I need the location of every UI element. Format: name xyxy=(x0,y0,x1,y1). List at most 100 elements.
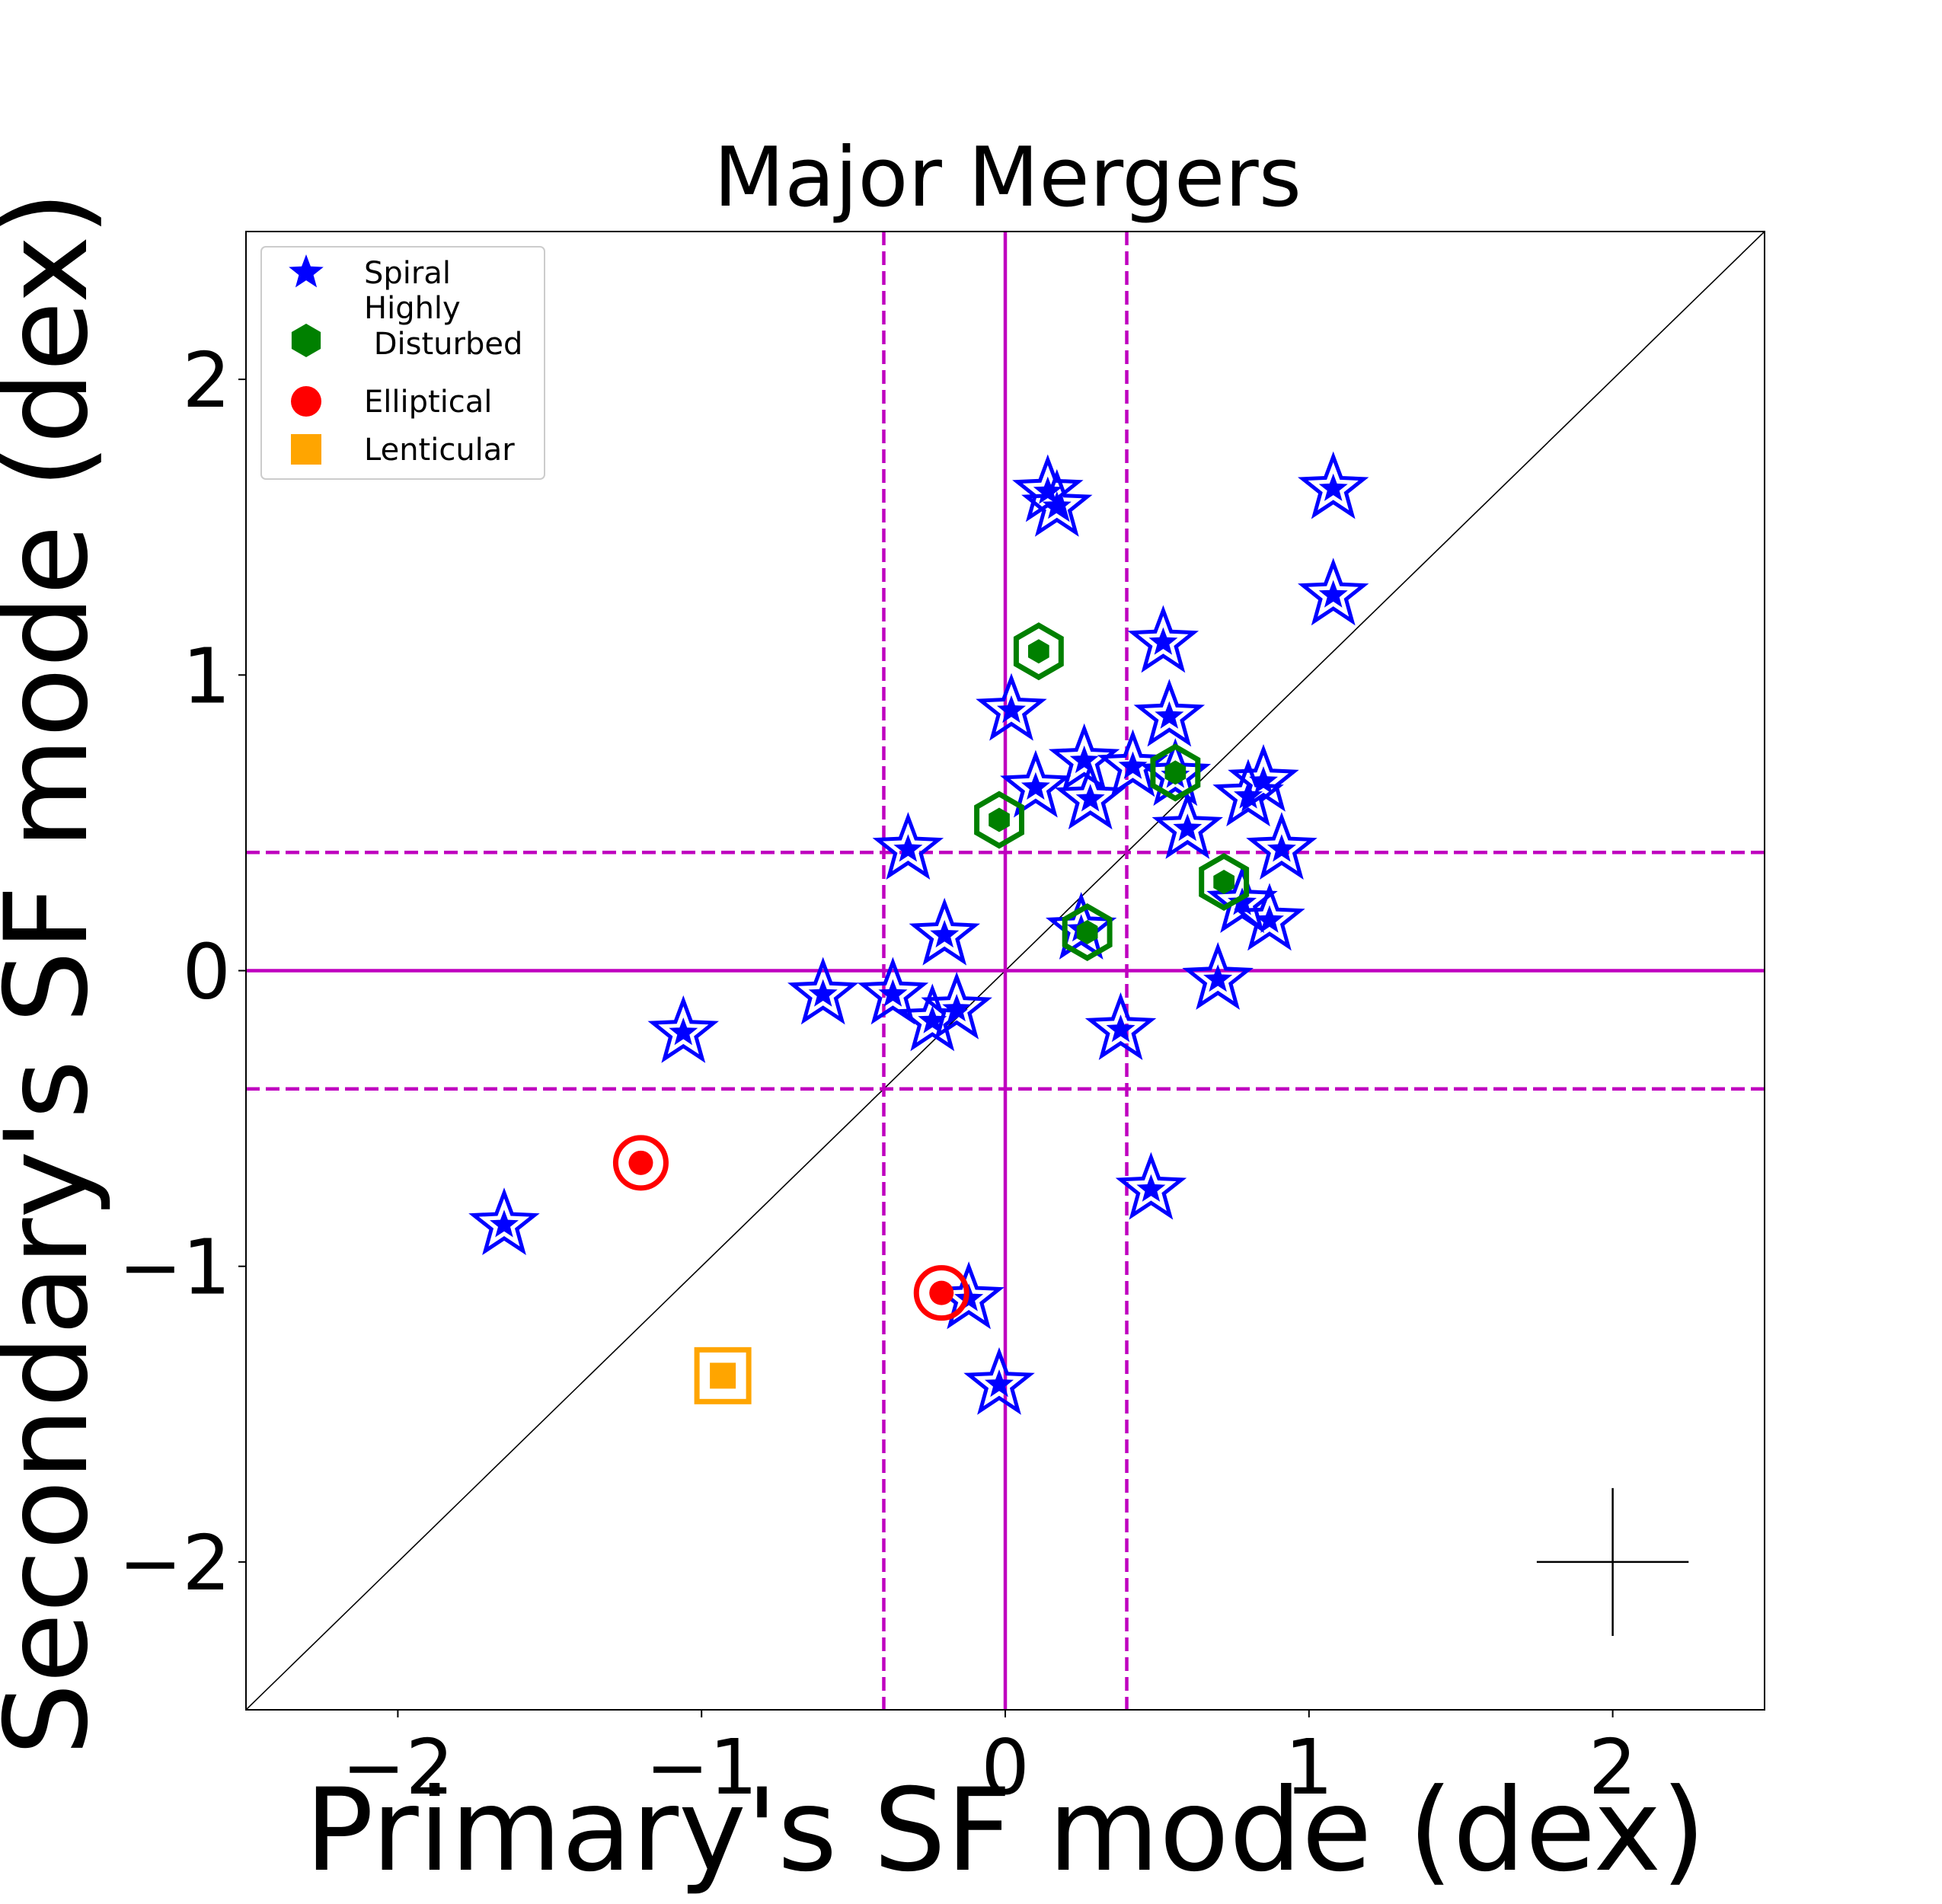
plot-content xyxy=(246,232,1765,1710)
marker-spiral-2-outline xyxy=(1298,451,1369,519)
marker-elliptical-1 xyxy=(929,1280,954,1305)
marker-spiral-3 xyxy=(1318,580,1348,608)
marker-spiral-18-outline xyxy=(872,812,944,880)
marker-spiral-29-outline xyxy=(468,1187,540,1256)
marker-spiral-26-outline xyxy=(1084,992,1157,1060)
marker-spiral-27 xyxy=(669,1017,698,1046)
point-spiral-15 xyxy=(1246,812,1318,880)
point-spiral-2 xyxy=(1298,451,1369,519)
marker-spiral-5-outline xyxy=(1133,679,1206,747)
marker-spiral-2 xyxy=(1318,473,1348,501)
point-spiral-12 xyxy=(1151,791,1223,859)
marker-spiral-9 xyxy=(1075,784,1105,812)
marker-spiral-27-outline xyxy=(647,995,720,1063)
marker-lenticular-0 xyxy=(710,1363,736,1389)
marker-spiral-17 xyxy=(1254,905,1284,933)
legend-label-line-1: Disturbed xyxy=(364,327,522,362)
marker-spiral-25 xyxy=(942,994,972,1022)
point-highly-disturbed-2 xyxy=(1150,743,1201,802)
marker-highly-disturbed-3 xyxy=(1213,870,1235,894)
point-spiral-7 xyxy=(1048,723,1120,791)
marker-spiral-21 xyxy=(1203,964,1233,992)
x-tick-label-1: −1 xyxy=(645,1723,757,1812)
point-spiral-28 xyxy=(1115,1152,1187,1220)
legend-label-lenticular: Lenticular xyxy=(364,433,515,468)
marker-spiral-15 xyxy=(1266,834,1296,862)
point-spiral-6 xyxy=(976,672,1047,741)
x-tick-label-4: 2 xyxy=(1589,1723,1637,1812)
marker-spiral-23 xyxy=(878,979,908,1007)
point-spiral-25 xyxy=(921,971,992,1040)
point-spiral-14 xyxy=(1228,743,1299,812)
marker-spiral-31-outline xyxy=(963,1347,1035,1415)
marker-spiral-28 xyxy=(1136,1174,1166,1202)
point-spiral-19 xyxy=(909,897,980,966)
legend-marker-spiral xyxy=(289,254,324,288)
chart-title: Major Mergers xyxy=(714,130,1302,225)
marker-highly-disturbed-4-outline xyxy=(1062,902,1113,962)
marker-spiral-4 xyxy=(1148,627,1178,655)
marker-spiral-1 xyxy=(1042,491,1072,519)
legend-label-highly-disturbed: Highly Disturbed xyxy=(364,291,522,362)
point-spiral-18 xyxy=(872,812,944,880)
legend-marker-lenticular xyxy=(291,434,321,465)
marker-spiral-6-outline xyxy=(976,672,1047,741)
y-tick-label-1: −1 xyxy=(119,1223,231,1312)
legend-label-line-0: Highly xyxy=(364,291,461,326)
marker-spiral-28-outline xyxy=(1115,1152,1187,1220)
point-highly-disturbed-4 xyxy=(1062,902,1113,962)
marker-spiral-0 xyxy=(1033,476,1062,504)
marker-highly-disturbed-0-outline xyxy=(1013,622,1064,681)
point-spiral-5 xyxy=(1133,679,1206,747)
marker-spiral-24 xyxy=(918,1005,947,1033)
marker-spiral-16-outline xyxy=(1206,865,1278,933)
marker-highly-disturbed-2 xyxy=(1164,760,1187,785)
point-elliptical-1 xyxy=(913,1265,969,1321)
marker-highly-disturbed-1 xyxy=(989,807,1010,832)
x-axis-title: Primary's SF mode (dex) xyxy=(305,1765,1706,1897)
point-elliptical-0 xyxy=(612,1135,669,1191)
marker-highly-disturbed-2-outline xyxy=(1150,743,1201,802)
marker-spiral-12-outline xyxy=(1151,791,1223,859)
marker-spiral-3-outline xyxy=(1298,557,1369,626)
point-spiral-3 xyxy=(1298,557,1369,626)
marker-spiral-8-outline xyxy=(1000,749,1072,818)
point-highly-disturbed-1 xyxy=(974,791,1024,849)
marker-spiral-22 xyxy=(808,979,838,1007)
point-spiral-26 xyxy=(1084,992,1157,1060)
y-tick-label-3: 1 xyxy=(182,631,231,720)
marker-spiral-6 xyxy=(997,695,1026,724)
marker-spiral-12 xyxy=(1173,813,1203,842)
marker-elliptical-0 xyxy=(628,1150,653,1175)
marker-spiral-1-outline xyxy=(1021,468,1093,537)
y-tick-label-2: 0 xyxy=(182,928,231,1017)
marker-spiral-19 xyxy=(930,919,960,948)
marker-spiral-26 xyxy=(1106,1014,1135,1043)
marker-spiral-14-outline xyxy=(1228,743,1299,812)
point-highly-disturbed-0 xyxy=(1013,622,1064,681)
plot-area: −2 −1 0 1 2 −2 −1 0 1 2 xyxy=(119,231,1765,1812)
marker-highly-disturbed-0 xyxy=(1028,639,1049,664)
marker-spiral-14 xyxy=(1249,766,1278,794)
marker-spiral-8 xyxy=(1021,772,1050,800)
y-tick-label-0: −2 xyxy=(119,1519,231,1608)
marker-highly-disturbed-4 xyxy=(1076,920,1098,944)
point-spiral-31 xyxy=(963,1347,1035,1415)
point-spiral-8 xyxy=(1000,749,1072,818)
point-spiral-22 xyxy=(787,957,859,1025)
marker-lenticular-0-outline xyxy=(694,1347,752,1404)
marker-elliptical-1-outline xyxy=(913,1265,969,1321)
point-spiral-4 xyxy=(1127,605,1199,673)
point-spiral-16 xyxy=(1206,865,1278,933)
marker-spiral-4-outline xyxy=(1127,605,1199,673)
legend-label-elliptical: Elliptical xyxy=(364,385,492,420)
x-tick-label-2: 0 xyxy=(981,1723,1030,1812)
point-lenticular-0 xyxy=(694,1347,752,1404)
point-spiral-27 xyxy=(647,995,720,1063)
legend-label-spiral: Spiral xyxy=(364,256,451,291)
marker-spiral-16 xyxy=(1228,887,1257,915)
marker-spiral-13-outline xyxy=(1212,759,1284,827)
marker-spiral-21-outline xyxy=(1182,941,1254,1010)
